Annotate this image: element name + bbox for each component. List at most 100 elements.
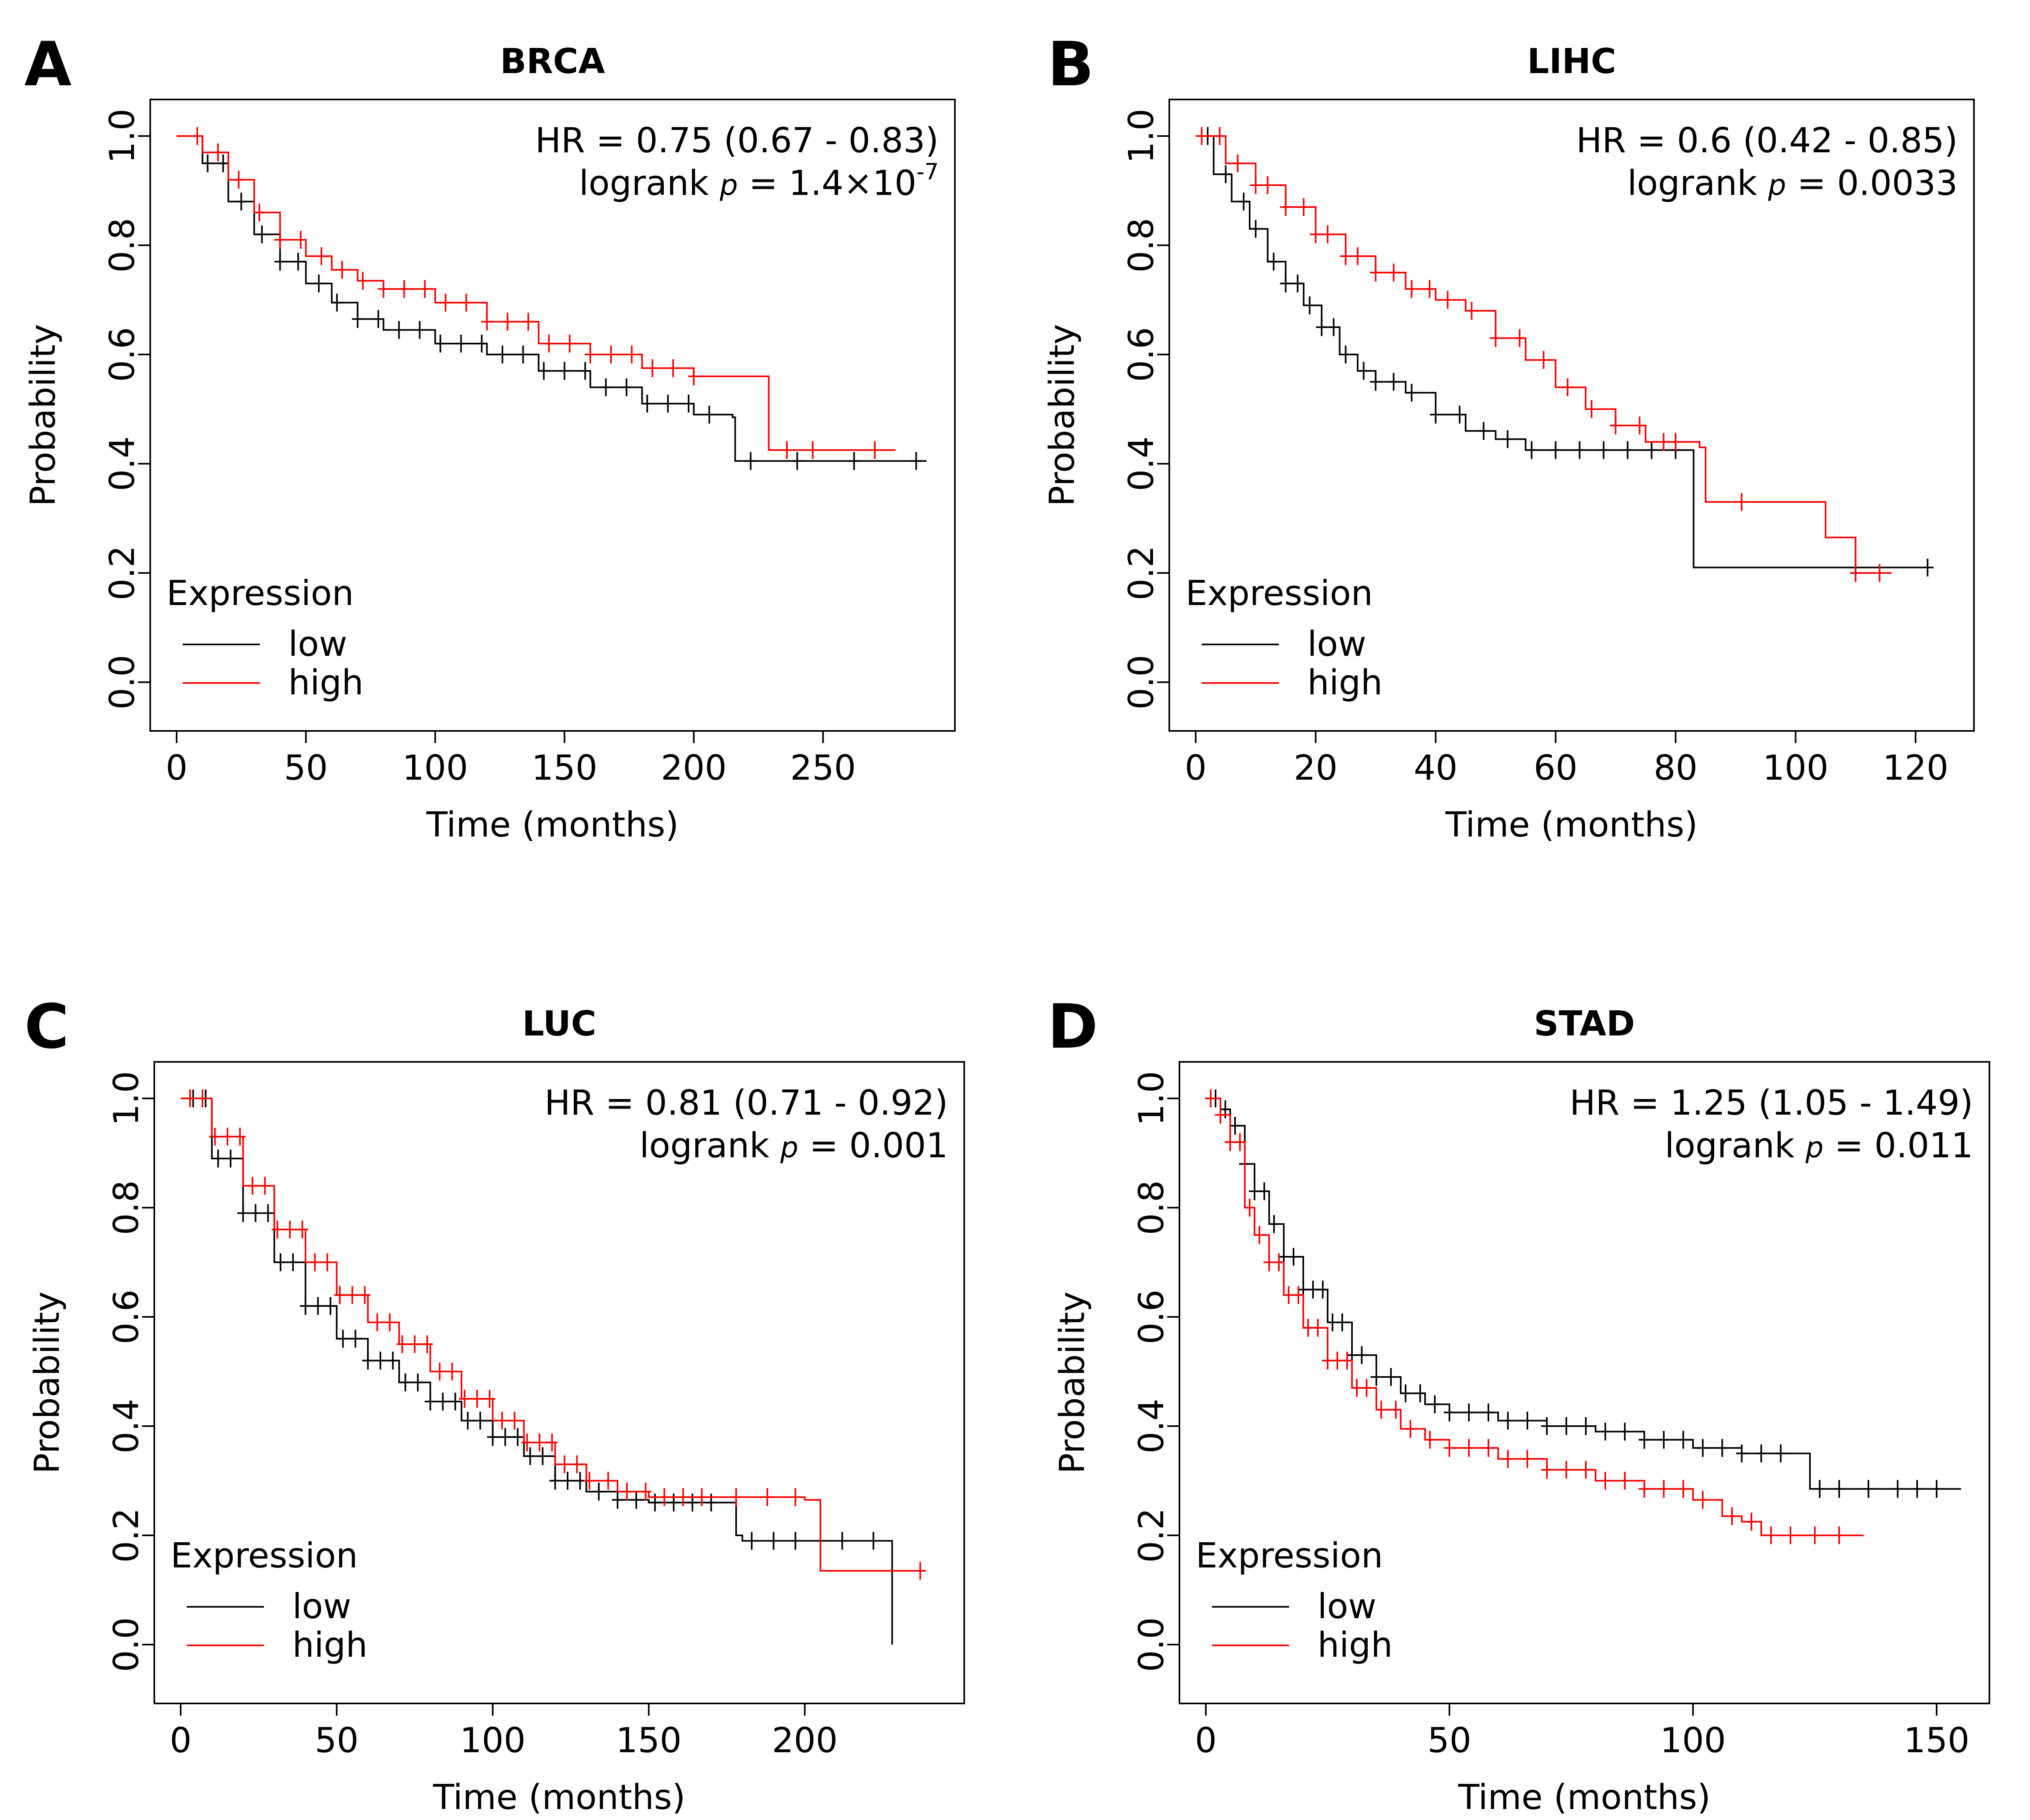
censor-mark-high — [546, 1433, 558, 1452]
y-tick-label: 0.8 — [106, 1180, 147, 1235]
censor-mark-high — [209, 1128, 221, 1146]
censor-mark-low — [1736, 1444, 1747, 1463]
censor-mark-high — [1250, 176, 1261, 195]
y-tick-label: 0.6 — [1121, 327, 1162, 382]
x-tick-label: 120 — [1883, 748, 1948, 788]
censor-mark-low — [202, 154, 214, 173]
censor-mark-low — [1892, 1480, 1903, 1498]
censor-mark-high — [626, 346, 637, 363]
panel-a: A BRCA 0 50 100 150 200 250 0.0 0.2 0.4 0.6 0.8 1.0 Ti… — [23, 29, 956, 845]
censor-mark-high — [1586, 400, 1598, 418]
hazard-ratio-text: HR = 0.81 (0.71 - 0.92) — [544, 1083, 948, 1123]
censor-mark-low — [1400, 1384, 1411, 1403]
censor-mark-low — [1863, 1480, 1874, 1498]
censor-mark-high — [509, 1411, 520, 1430]
x-axis-label: Time (months) — [433, 1777, 686, 1818]
censor-mark-low — [1574, 441, 1585, 459]
x-axis-label: Time (months) — [1458, 1777, 1711, 1818]
censor-mark-high — [296, 1220, 308, 1239]
censor-mark-high — [1405, 1420, 1416, 1438]
x-tick-label: 0 — [1185, 748, 1207, 788]
legend-entry-high: high — [1307, 663, 1382, 703]
panel-d: D STAD 0 50 100 150 0.0 0.2 0.4 0.6 0.8 1.0 Time (mo… — [1047, 992, 1990, 1818]
censor-mark-low — [1622, 441, 1633, 459]
censor-mark-low — [1478, 422, 1490, 440]
censor-mark-high — [272, 1220, 283, 1239]
censor-mark-high — [1298, 198, 1309, 216]
censor-mark-low — [235, 192, 247, 211]
censor-mark-high — [481, 313, 493, 331]
x-tick-label: 0 — [1195, 1721, 1217, 1761]
censor-mark-high — [274, 231, 286, 249]
censor-mark-low — [1502, 430, 1514, 448]
censor-mark-high — [334, 1286, 346, 1304]
censor-mark-high — [1322, 1351, 1333, 1370]
censor-mark-high — [807, 441, 818, 459]
censor-mark-high — [523, 313, 534, 331]
censor-mark-high — [640, 1483, 652, 1501]
censor-mark-low — [1639, 1431, 1650, 1449]
censor-mark-low — [487, 1428, 499, 1446]
censor-mark-high — [677, 1488, 689, 1506]
legend-title: Expression — [171, 1536, 358, 1576]
censor-mark-high — [1232, 154, 1244, 173]
censor-mark-high — [336, 261, 348, 279]
censor-mark-low — [274, 1253, 286, 1271]
censor-mark-high — [1658, 1480, 1669, 1498]
censor-mark-low — [549, 1472, 561, 1490]
y-tick-label: 0.2 — [102, 545, 143, 600]
censor-mark-low — [324, 1297, 336, 1315]
censor-mark-high — [234, 1128, 246, 1146]
y-tick-label: 0.2 — [106, 1508, 147, 1563]
censor-mark-high — [1874, 564, 1885, 582]
censor-mark-low — [537, 1447, 549, 1465]
censor-mark-low — [1561, 1417, 1572, 1435]
censor-mark-high — [295, 231, 307, 249]
x-tick-label: 40 — [1414, 748, 1458, 788]
censor-mark-high — [259, 1177, 271, 1195]
censor-mark-high — [502, 313, 514, 331]
censor-mark-low — [434, 335, 446, 353]
x-tick-label: 100 — [402, 748, 468, 788]
censor-mark-low — [1541, 1417, 1553, 1435]
censor-mark-low — [1304, 296, 1315, 314]
censor-mark-low — [474, 1411, 486, 1430]
y-tick-label: 0.4 — [1132, 1399, 1172, 1453]
censor-mark-high — [1424, 1431, 1436, 1449]
censor-mark-low — [745, 452, 756, 470]
legend-entry-low: low — [1317, 1587, 1376, 1627]
censor-mark-low — [1259, 1182, 1270, 1200]
hazard-ratio-text: HR = 1.25 (1.05 - 1.49) — [1570, 1083, 1973, 1123]
censor-mark-low — [312, 1297, 324, 1315]
censor-mark-low — [662, 395, 674, 413]
censor-mark-high — [781, 441, 793, 459]
censor-mark-high — [1522, 1450, 1533, 1468]
censor-mark-low — [462, 1411, 474, 1430]
censor-mark-high — [419, 280, 431, 298]
censor-mark-low — [1833, 1480, 1845, 1498]
y-tick-label: 0.0 — [1132, 1617, 1172, 1672]
censor-mark-low — [1619, 1422, 1630, 1441]
censor-mark-low — [412, 1373, 424, 1392]
censor-mark-low — [400, 1373, 411, 1392]
censor-mark-high — [1302, 1319, 1314, 1337]
censor-mark-high — [1224, 1133, 1236, 1151]
p-equals: = 0.0033 — [1786, 163, 1958, 203]
censor-mark-high — [583, 1472, 595, 1490]
censor-mark-high — [564, 335, 576, 353]
censor-mark-high — [484, 1390, 495, 1408]
censor-mark-low — [1775, 1444, 1786, 1463]
censor-mark-low — [1429, 1395, 1440, 1414]
censor-mark-low — [1220, 165, 1231, 184]
censor-mark-low — [337, 1329, 349, 1348]
censor-mark-high — [1483, 1439, 1494, 1457]
censor-mark-low — [1406, 384, 1417, 402]
censor-mark-low — [1337, 1313, 1348, 1331]
censor-mark-low — [393, 321, 405, 339]
censor-mark-high — [1352, 247, 1363, 265]
censor-mark-low — [1238, 192, 1250, 211]
censor-mark-high — [1785, 1526, 1796, 1544]
censor-mark-low — [352, 310, 363, 328]
censor-mark-low — [250, 1204, 261, 1222]
censor-mark-low — [910, 452, 922, 470]
